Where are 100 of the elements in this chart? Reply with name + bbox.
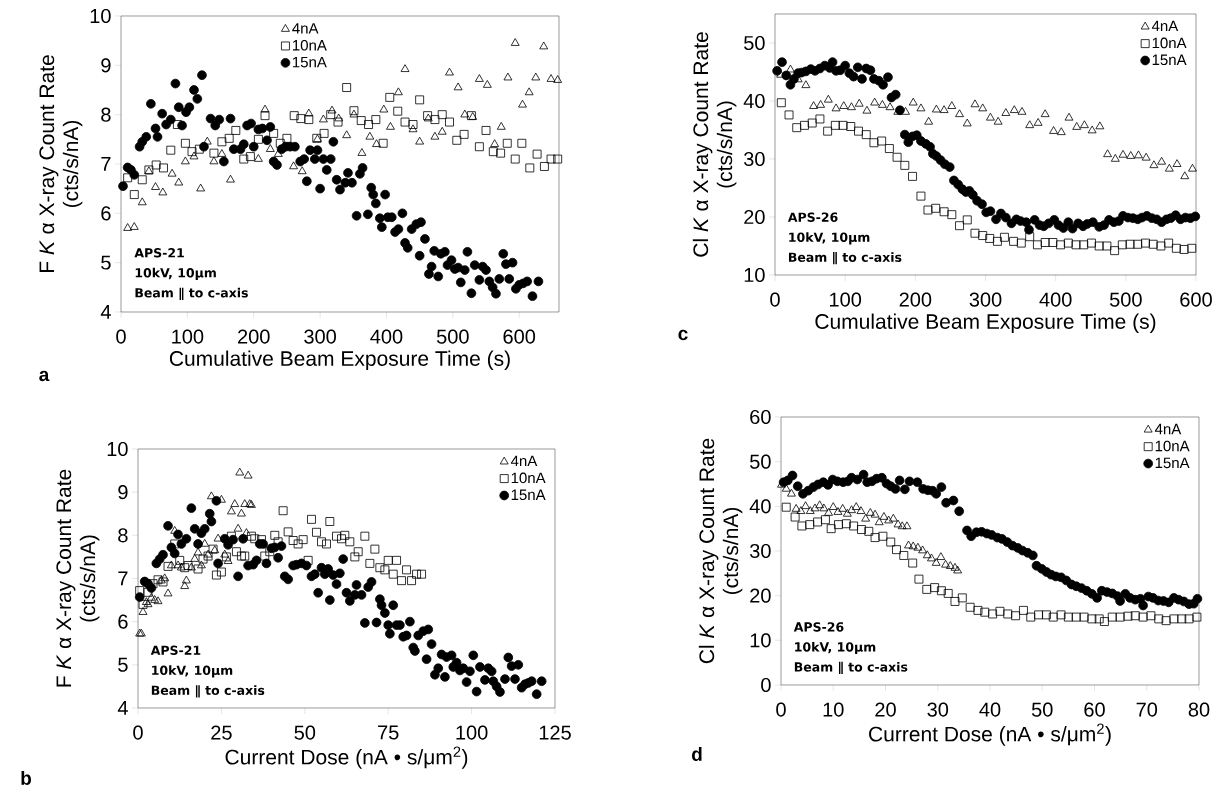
point [847,505,856,514]
point [791,504,801,512]
point [953,565,962,574]
point [312,527,321,537]
point [1149,160,1159,169]
point [235,467,245,476]
point [445,67,454,76]
point [923,205,933,215]
point [884,144,894,153]
point [870,97,880,106]
point [1130,611,1140,621]
point [980,607,990,617]
x-axis-title: Current Dose (nA • s/μm$^{2}$) [869,723,1111,746]
point [849,521,859,531]
x-tick-label: 25 [211,725,232,740]
legend-label: 4nA [292,23,319,34]
y-tick-label: 5 [118,657,128,672]
point [510,154,520,164]
y-tick-label: 40 [749,499,771,514]
point [415,136,425,145]
point [402,565,411,575]
point [340,530,350,540]
point [874,517,884,526]
point [970,99,980,108]
legend-label: 4nA [1154,423,1182,435]
point [830,120,840,130]
text: c [678,329,688,341]
point [1000,232,1009,242]
point [151,160,161,170]
point [1100,617,1109,626]
point [787,488,796,497]
point [1110,246,1120,256]
point [801,80,811,89]
point [826,524,836,534]
point [1017,107,1027,115]
point [223,556,233,564]
point [200,538,210,547]
point [916,191,926,201]
point [460,109,470,118]
point [232,547,241,557]
annotation: Beam ∥ to c-axis [135,287,248,300]
point [531,72,541,81]
point [239,154,249,164]
y-tick-label: 40 [743,93,765,109]
point [1184,614,1194,624]
x-tick-label: 0 [776,702,786,717]
annotation: 10kV, 10μm [795,641,876,655]
point [847,102,856,111]
point [247,531,256,541]
x-tick-label: 300 [304,329,336,344]
point [823,94,833,103]
point [900,160,910,170]
point [1079,612,1089,622]
point [796,506,806,514]
point [886,537,896,547]
point [908,97,918,106]
point [902,521,912,530]
point [1063,238,1073,248]
point [319,129,329,138]
x-axis-title: Cumulative Beam Exposure Time (s) [815,313,1156,334]
point [1087,238,1096,248]
point [190,554,200,562]
point [1138,612,1148,622]
text: b [21,771,32,785]
point [288,536,298,545]
point [1156,241,1166,251]
point [217,567,226,577]
x-tick-label: 50 [1031,702,1053,717]
point [337,534,346,544]
point [474,142,484,152]
y-tick-label: 30 [750,543,771,559]
legend-label: 15nA [1155,457,1190,469]
point [809,101,818,109]
point [182,575,191,584]
point [1071,612,1081,622]
point [385,92,395,102]
y-axis-title: Cl K α X-ray Count Rate (cts/s/nA) [692,32,737,257]
point [800,120,809,130]
x-tick-label: 40 [979,702,1001,717]
point [904,540,913,549]
point [801,501,810,510]
y-tick-label: 4 [100,305,111,319]
point [839,101,849,109]
point [407,576,416,586]
point [379,104,389,113]
point [237,508,246,517]
point [1171,243,1181,253]
point [862,105,872,114]
point [805,520,815,530]
point [243,470,253,479]
point [224,133,234,143]
point [1072,122,1082,130]
point [950,597,960,606]
point [518,99,527,108]
point [546,74,556,82]
point [517,138,527,148]
point [388,569,398,579]
point [540,162,549,171]
point [893,519,903,528]
point [986,112,995,121]
